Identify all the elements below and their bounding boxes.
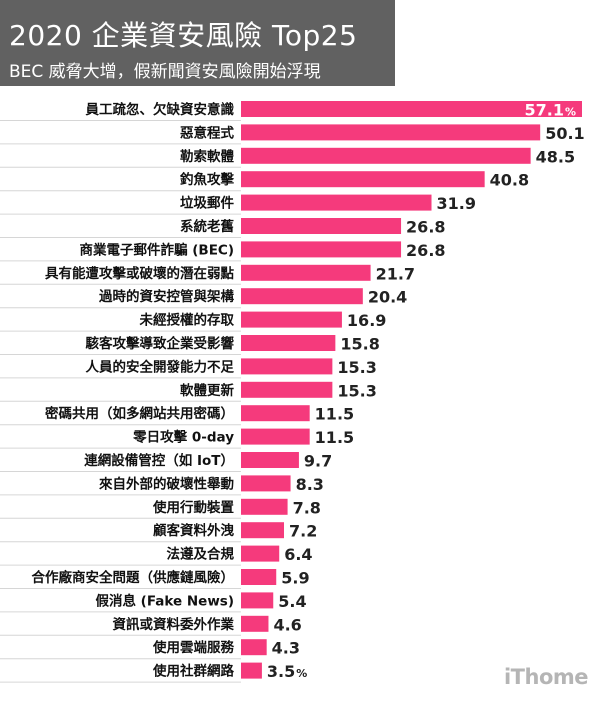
category-label: 使用社群網路 [152, 663, 234, 680]
category-label: 來自外部的破壞性舉動 [99, 475, 234, 492]
value-label: 4.3 [272, 639, 300, 658]
category-label: 軟體更新 [180, 382, 234, 399]
bar [241, 147, 531, 164]
category-label: 法遵及合規 [167, 546, 235, 563]
bar [241, 311, 342, 328]
value-label: 26.8 [406, 241, 445, 260]
category-label: 垃圾郵件 [180, 195, 234, 212]
bar [241, 639, 267, 656]
value-label: 15.8 [340, 335, 379, 354]
value-label: 5.9 [281, 569, 309, 588]
value-label: 11.5 [315, 405, 354, 424]
value-label: 16.9 [347, 311, 386, 330]
category-label: 商業電子郵件詐騙 (BEC) [80, 241, 234, 258]
category-label: 駭客攻擊導致企業受影響 [86, 335, 235, 352]
category-label: 惡意程式 [180, 124, 234, 141]
bar [241, 522, 284, 539]
value-label: 11.5 [315, 428, 354, 447]
bar [241, 124, 541, 141]
bar [241, 335, 336, 351]
value-label: 15.3 [337, 381, 376, 400]
bar [241, 288, 363, 305]
category-label: 零日攻擊 0-day [132, 429, 234, 446]
bar [241, 452, 299, 468]
category-label: 使用雲端服務 [152, 639, 234, 656]
category-label: 連網設備管控（如 IoT） [84, 452, 234, 469]
bar [241, 405, 310, 422]
bar [241, 171, 485, 188]
value-label: 57.1 [525, 101, 564, 120]
value-label: 7.8 [293, 498, 321, 517]
chart-title: 2020 企業資安風險 Top25 [9, 19, 358, 52]
value-label: 50.1 [545, 124, 584, 143]
category-label: 未經授權的存取 [140, 312, 235, 329]
value-label: 5.4 [278, 592, 306, 611]
bar [241, 194, 432, 211]
bar [241, 545, 280, 562]
value-label: 6.4 [284, 545, 312, 564]
bar [241, 264, 371, 281]
value-label: 3.5 [267, 662, 295, 681]
value-label: 15.3 [337, 358, 376, 377]
value-label: 40.8 [490, 171, 529, 190]
category-label: 假消息 (Fake News) [95, 592, 234, 609]
category-label: 合作廠商安全問題（供應鏈風險） [32, 569, 235, 586]
value-label: 31.9 [437, 194, 476, 213]
bar [241, 475, 291, 492]
bar [241, 498, 288, 515]
percent-sign: % [296, 667, 307, 680]
category-label: 資訊或資料委外作業 [113, 616, 235, 633]
value-label: 9.7 [304, 452, 332, 471]
title-banner: 2020 企業資安風險 Top25 BEC 威脅大增，假新聞資安風險開始浮現 [0, 0, 395, 86]
value-label: 20.4 [368, 288, 407, 307]
bar [241, 569, 277, 585]
value-label: 7.2 [289, 522, 317, 541]
bar [241, 241, 402, 258]
bar [241, 662, 262, 679]
percent-sign: % [565, 106, 576, 119]
category-label: 勒索軟體 [180, 148, 234, 165]
bar [241, 592, 274, 609]
category-label: 釣魚攻擊 [180, 171, 234, 188]
bar [241, 381, 333, 398]
category-label: 人員的安全開發能力不足 [86, 358, 235, 375]
chart-subtitle: BEC 威脅大增，假新聞資安風險開始浮現 [9, 62, 321, 82]
category-label: 密碼共用（如多網站共用密碼） [44, 405, 234, 422]
category-label: 過時的資安控管與架構 [98, 288, 234, 305]
category-label: 員工疏忽、欠缺資安意識 [86, 101, 235, 118]
value-label: 48.5 [536, 147, 575, 166]
value-label: 4.6 [273, 615, 301, 634]
category-label: 系統老舊 [180, 218, 234, 235]
category-label: 具有能遭攻擊或破壞的潛在弱點 [44, 265, 234, 282]
bar [241, 218, 402, 234]
category-label: 顧客資料外洩 [153, 522, 234, 539]
value-label: 8.3 [296, 475, 324, 494]
value-label: 26.8 [406, 218, 445, 237]
bar [241, 428, 310, 445]
bar [241, 615, 269, 632]
ithome-logo: iThome [503, 665, 589, 689]
category-label: 使用行動裝置 [152, 499, 234, 516]
value-label: 21.7 [376, 264, 415, 283]
bar [241, 358, 333, 375]
bar [241, 101, 582, 117]
